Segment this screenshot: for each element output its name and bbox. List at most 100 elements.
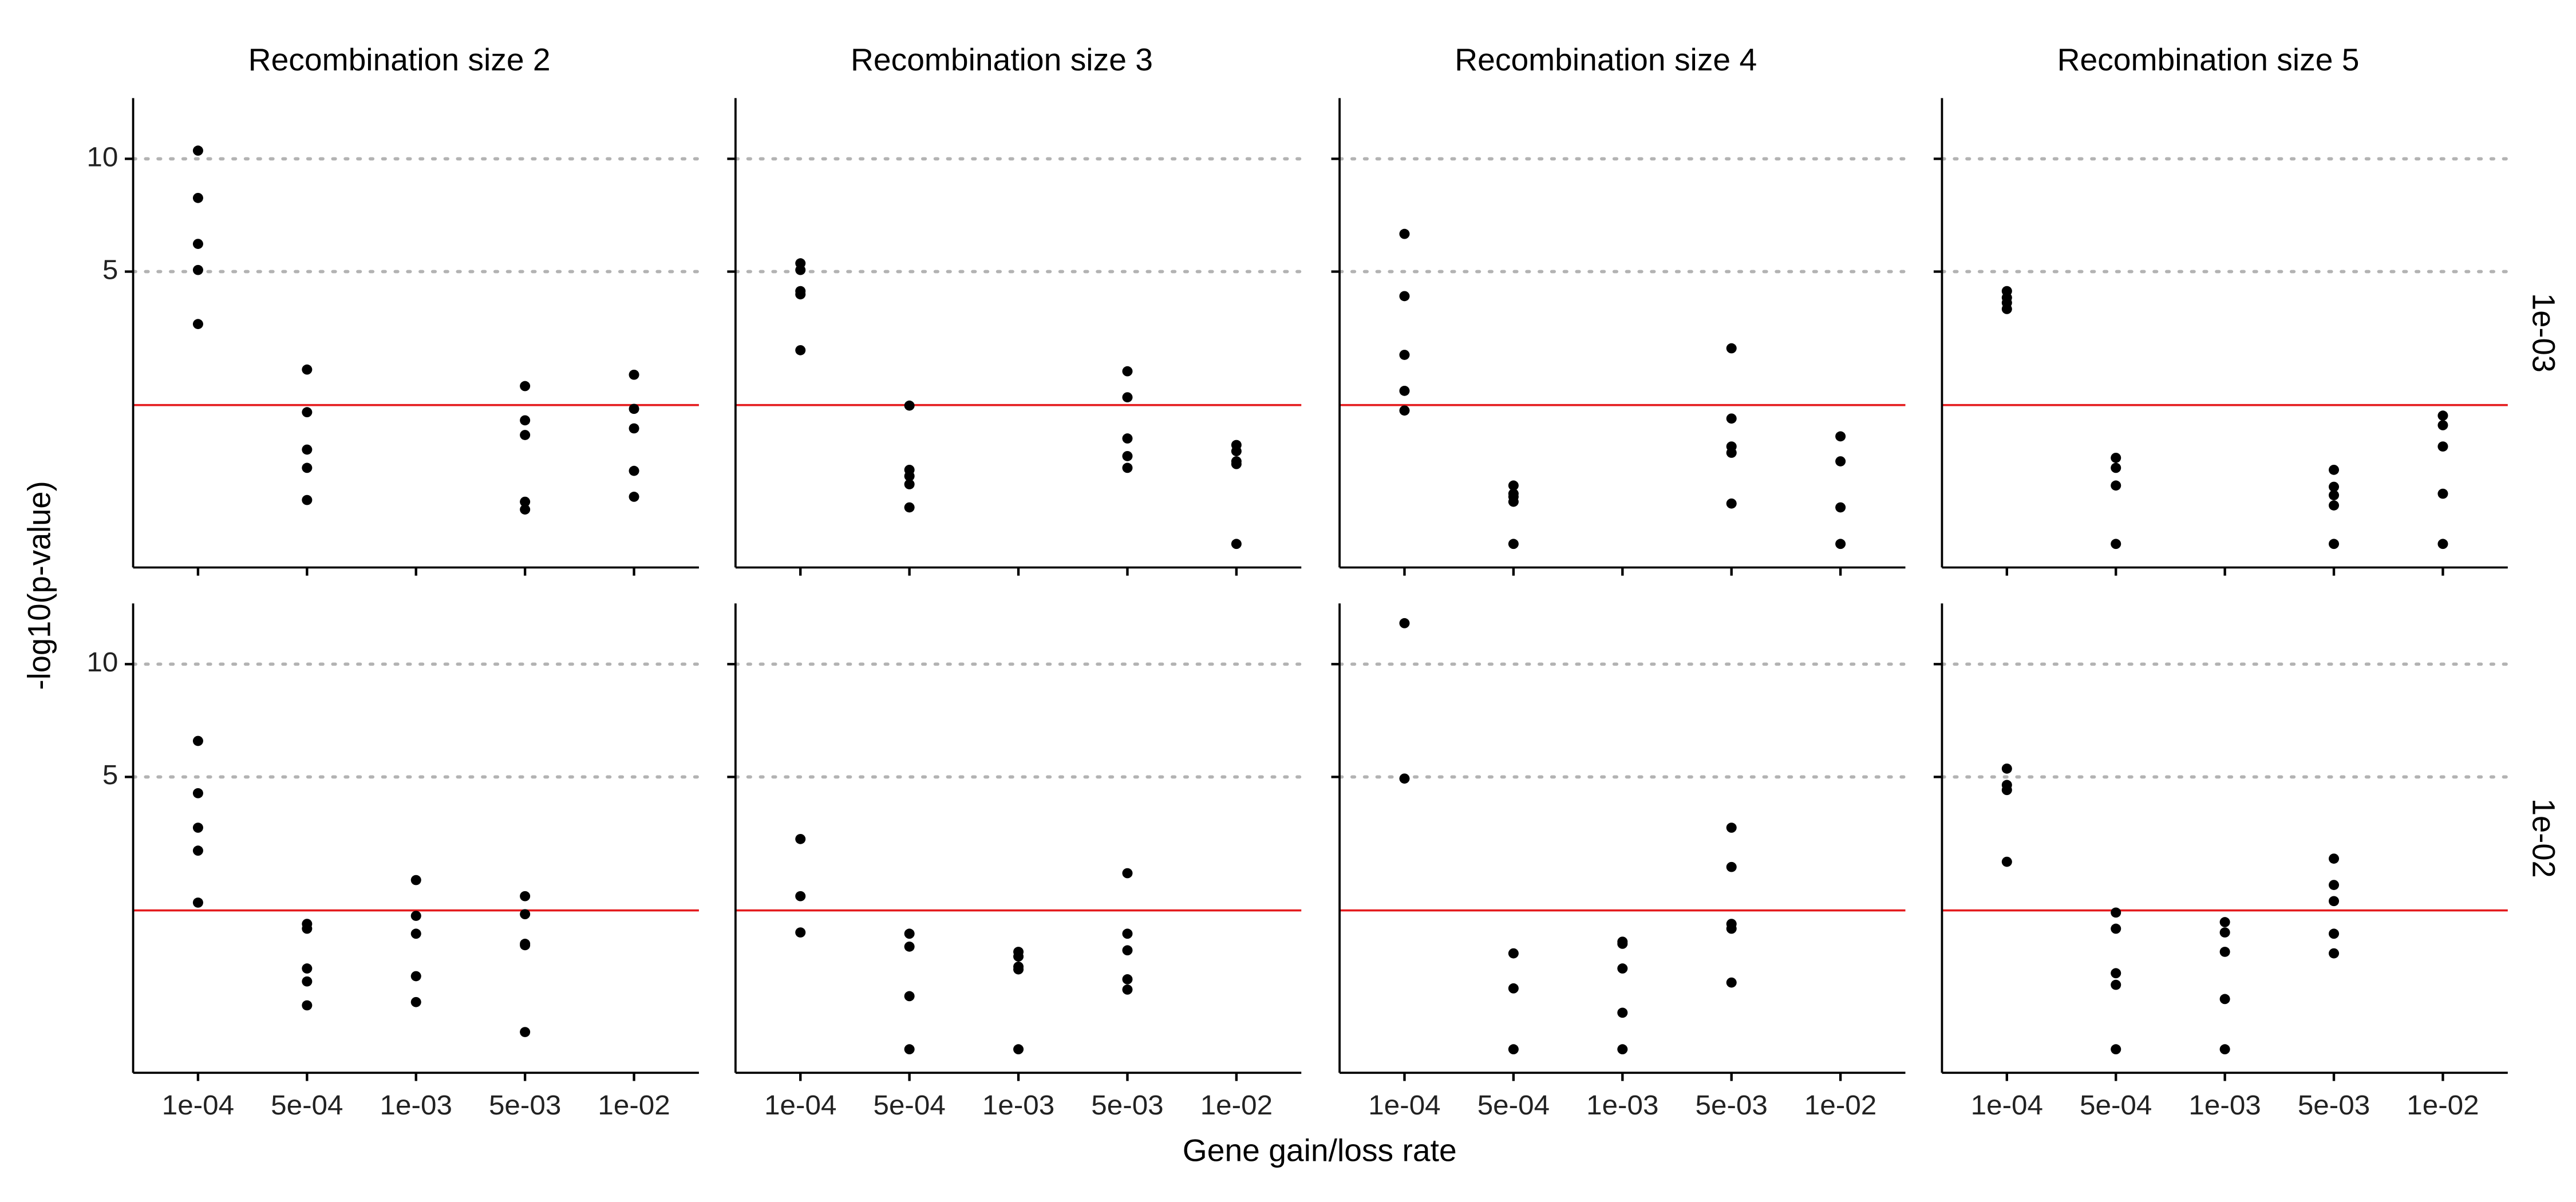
- x-tick-label: 1e-04: [1971, 1090, 2043, 1121]
- point: [520, 430, 531, 440]
- point: [410, 911, 421, 921]
- point: [302, 963, 313, 974]
- point: [1726, 498, 1737, 509]
- x-tick-label: 1e-03: [2188, 1090, 2261, 1121]
- point: [1122, 984, 1133, 995]
- x-tick-label: 1e-04: [764, 1090, 836, 1121]
- point: [2437, 420, 2448, 430]
- x-tick-label: 1e-03: [982, 1090, 1054, 1121]
- point: [2001, 785, 2012, 796]
- point: [302, 364, 313, 375]
- point: [1508, 1044, 1519, 1054]
- point: [520, 415, 531, 426]
- point: [1508, 983, 1519, 994]
- point: [2329, 948, 2340, 959]
- point: [904, 991, 915, 1002]
- x-tick-label: 5e-04: [873, 1090, 945, 1121]
- point: [1399, 405, 1410, 416]
- y-tick-label: 10: [86, 647, 118, 678]
- point: [410, 971, 421, 982]
- x-tick-label: 5e-04: [2080, 1090, 2152, 1121]
- point: [520, 891, 531, 902]
- point: [1399, 773, 1410, 784]
- x-tick-label: 1e-04: [162, 1090, 234, 1121]
- point: [302, 407, 313, 417]
- point: [1122, 392, 1133, 402]
- point: [2329, 490, 2340, 501]
- point: [1013, 1044, 1024, 1054]
- point: [2329, 896, 2340, 907]
- point: [1122, 366, 1133, 377]
- point: [2111, 1044, 2121, 1054]
- point: [2111, 979, 2121, 990]
- x-tick-label: 5e-03: [2298, 1090, 2370, 1121]
- point: [795, 833, 806, 844]
- x-axis-label: Gene gain/loss rate: [1183, 1133, 1457, 1168]
- point: [2437, 410, 2448, 421]
- x-tick-label: 5e-03: [489, 1090, 561, 1121]
- point: [1399, 291, 1410, 302]
- point: [520, 1027, 531, 1037]
- point: [2437, 539, 2448, 549]
- point: [1122, 462, 1133, 473]
- point: [1835, 539, 1846, 549]
- point: [2111, 480, 2121, 491]
- point: [2219, 927, 2230, 938]
- row-strip-label: 1e-03: [2526, 293, 2562, 373]
- point: [1726, 413, 1737, 424]
- point: [1726, 343, 1737, 354]
- point: [629, 492, 639, 502]
- point: [1835, 431, 1846, 442]
- point: [2329, 465, 2340, 475]
- point: [904, 400, 915, 411]
- point: [2219, 947, 2230, 957]
- point: [1617, 939, 1628, 949]
- point: [2329, 481, 2340, 492]
- x-tick-label: 1e-02: [2407, 1090, 2479, 1121]
- point: [795, 264, 806, 275]
- point: [192, 823, 203, 833]
- y-tick-label: 5: [102, 760, 118, 791]
- column-strip-label: Recombination size 5: [2057, 42, 2360, 77]
- point: [1726, 923, 1737, 934]
- point: [904, 1044, 915, 1054]
- point: [2329, 853, 2340, 864]
- point: [2329, 880, 2340, 890]
- y-axis-label: -log10(p-value): [21, 481, 57, 690]
- point: [1617, 1007, 1628, 1018]
- point: [520, 909, 531, 920]
- point: [192, 264, 203, 275]
- point: [302, 444, 313, 455]
- point: [192, 319, 203, 329]
- point: [2219, 1044, 2230, 1054]
- point: [192, 145, 203, 156]
- column-strip-label: Recombination size 2: [248, 42, 551, 77]
- point: [2329, 539, 2340, 549]
- point: [629, 369, 639, 380]
- point: [192, 239, 203, 249]
- point: [1835, 456, 1846, 466]
- point: [1122, 868, 1133, 879]
- y-tick-label: 5: [102, 255, 118, 286]
- point: [2437, 488, 2448, 499]
- point: [1508, 480, 1519, 491]
- point: [629, 404, 639, 414]
- point: [1231, 539, 1242, 549]
- point: [1508, 496, 1519, 507]
- point: [904, 502, 915, 513]
- point: [1726, 823, 1737, 833]
- point: [520, 504, 531, 515]
- x-tick-label: 1e-03: [380, 1090, 452, 1121]
- point: [410, 928, 421, 939]
- point: [302, 976, 313, 987]
- point: [1399, 385, 1410, 396]
- point: [520, 496, 531, 507]
- point: [410, 997, 421, 1007]
- point: [1399, 350, 1410, 360]
- point: [1122, 945, 1133, 956]
- point: [2111, 907, 2121, 918]
- point: [1726, 977, 1737, 988]
- point: [795, 345, 806, 355]
